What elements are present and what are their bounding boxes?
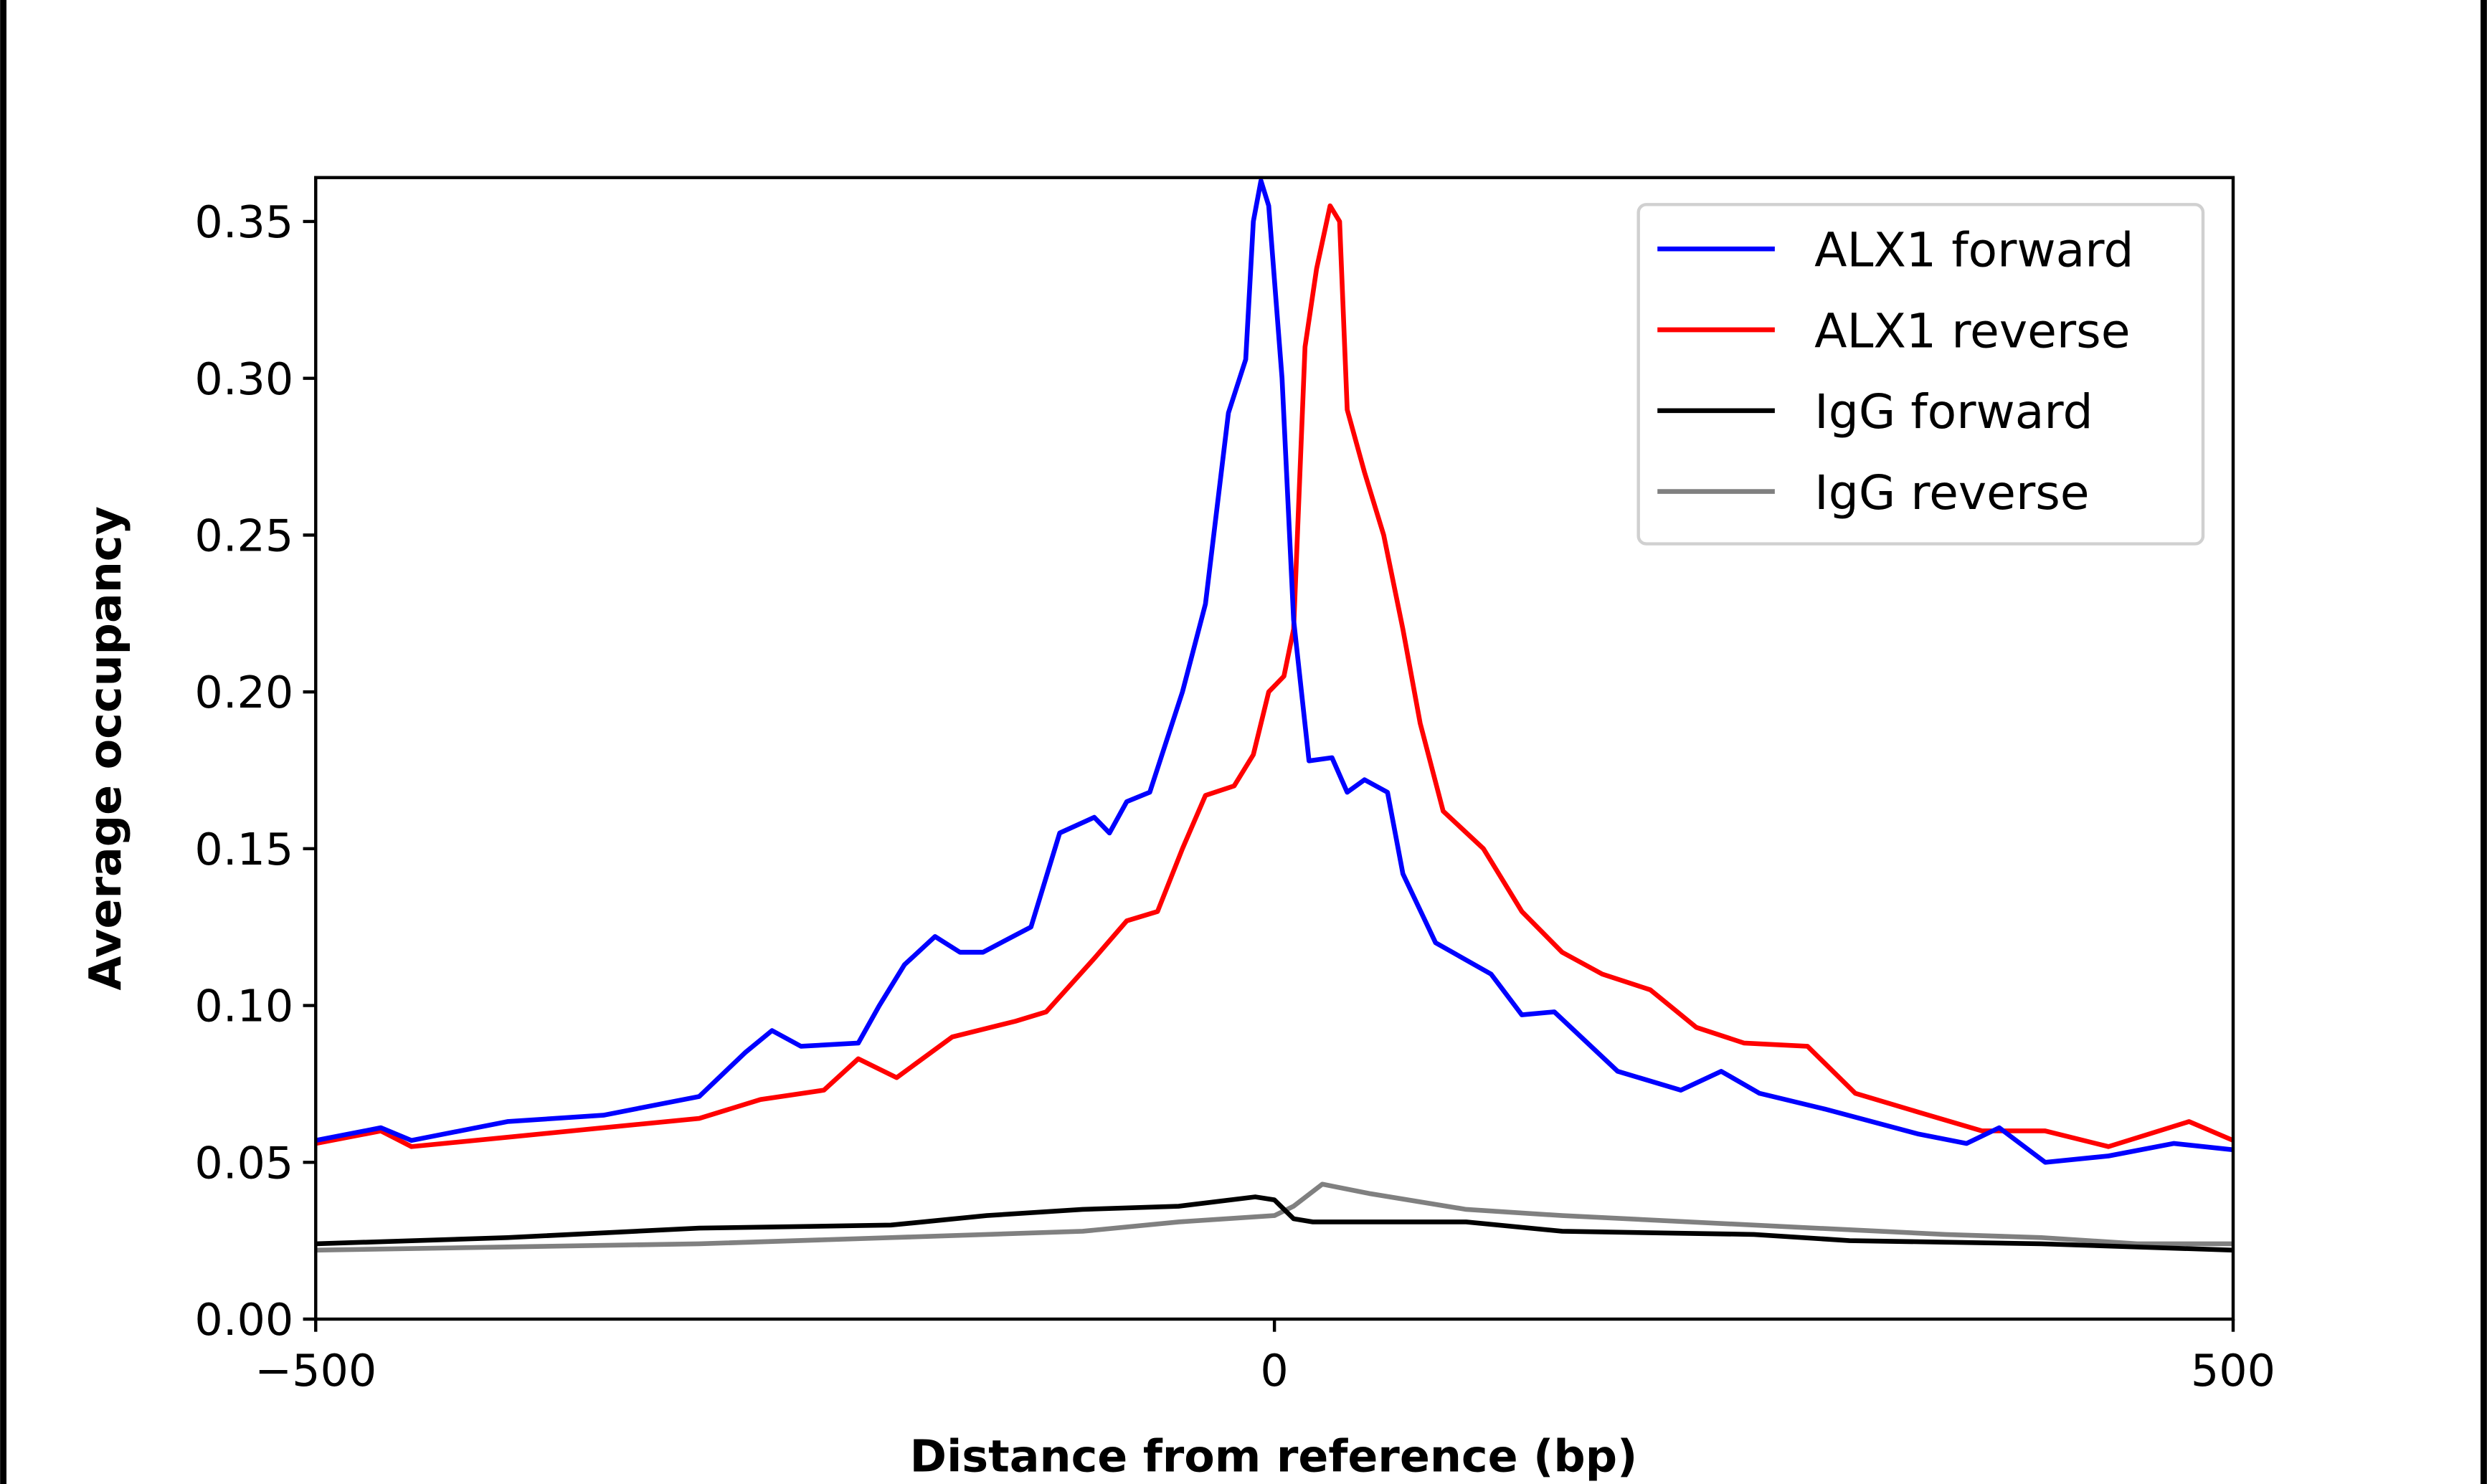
- legend: ALX1 forward ALX1 reverse IgG forward IgG r…: [1636, 203, 2205, 546]
- x-tick-label: 0: [1260, 1345, 1288, 1397]
- legend-box: [1636, 203, 2205, 546]
- y-tick-label: 0.15: [194, 824, 293, 875]
- series-line-igg-forward: [316, 1194, 2234, 1253]
- legend-label: ALX1 reverse: [1814, 303, 2130, 358]
- legend-label: IgG reverse: [1814, 465, 2089, 520]
- y-tick-label: 0.35: [194, 196, 293, 248]
- y-tick-label: 0.05: [194, 1137, 293, 1189]
- left-border: [0, 0, 7, 1484]
- series-layer: [315, 178, 2235, 1253]
- x-tick-label: 500: [2191, 1345, 2275, 1397]
- right-border: [2481, 0, 2487, 1484]
- y-tick-label: 0.00: [194, 1294, 293, 1346]
- x-tick-label: −500: [255, 1345, 376, 1397]
- y-tick-label: 0.10: [194, 981, 293, 1032]
- y-tick-label: 0.20: [194, 667, 293, 718]
- y-tick-label: 0.25: [194, 510, 293, 561]
- axis-ticks: 0.00 0.05 0.10 0.15 0.20 0.25 0.30 0.35 −500 0 500: [194, 196, 2275, 1397]
- series-line-alx1-reverse: [315, 203, 2235, 1149]
- legend-label: IgG forward: [1814, 384, 2093, 439]
- y-tick-label: 0.30: [194, 353, 293, 405]
- series-line-alx1-forward: [315, 178, 2234, 1165]
- legend-label: ALX1 forward: [1814, 222, 2133, 278]
- x-axis-label: Distance from reference (bp): [910, 1430, 1638, 1482]
- y-axis-label: Average occupancy: [80, 506, 131, 990]
- series-line-igg-reverse: [316, 1181, 2234, 1253]
